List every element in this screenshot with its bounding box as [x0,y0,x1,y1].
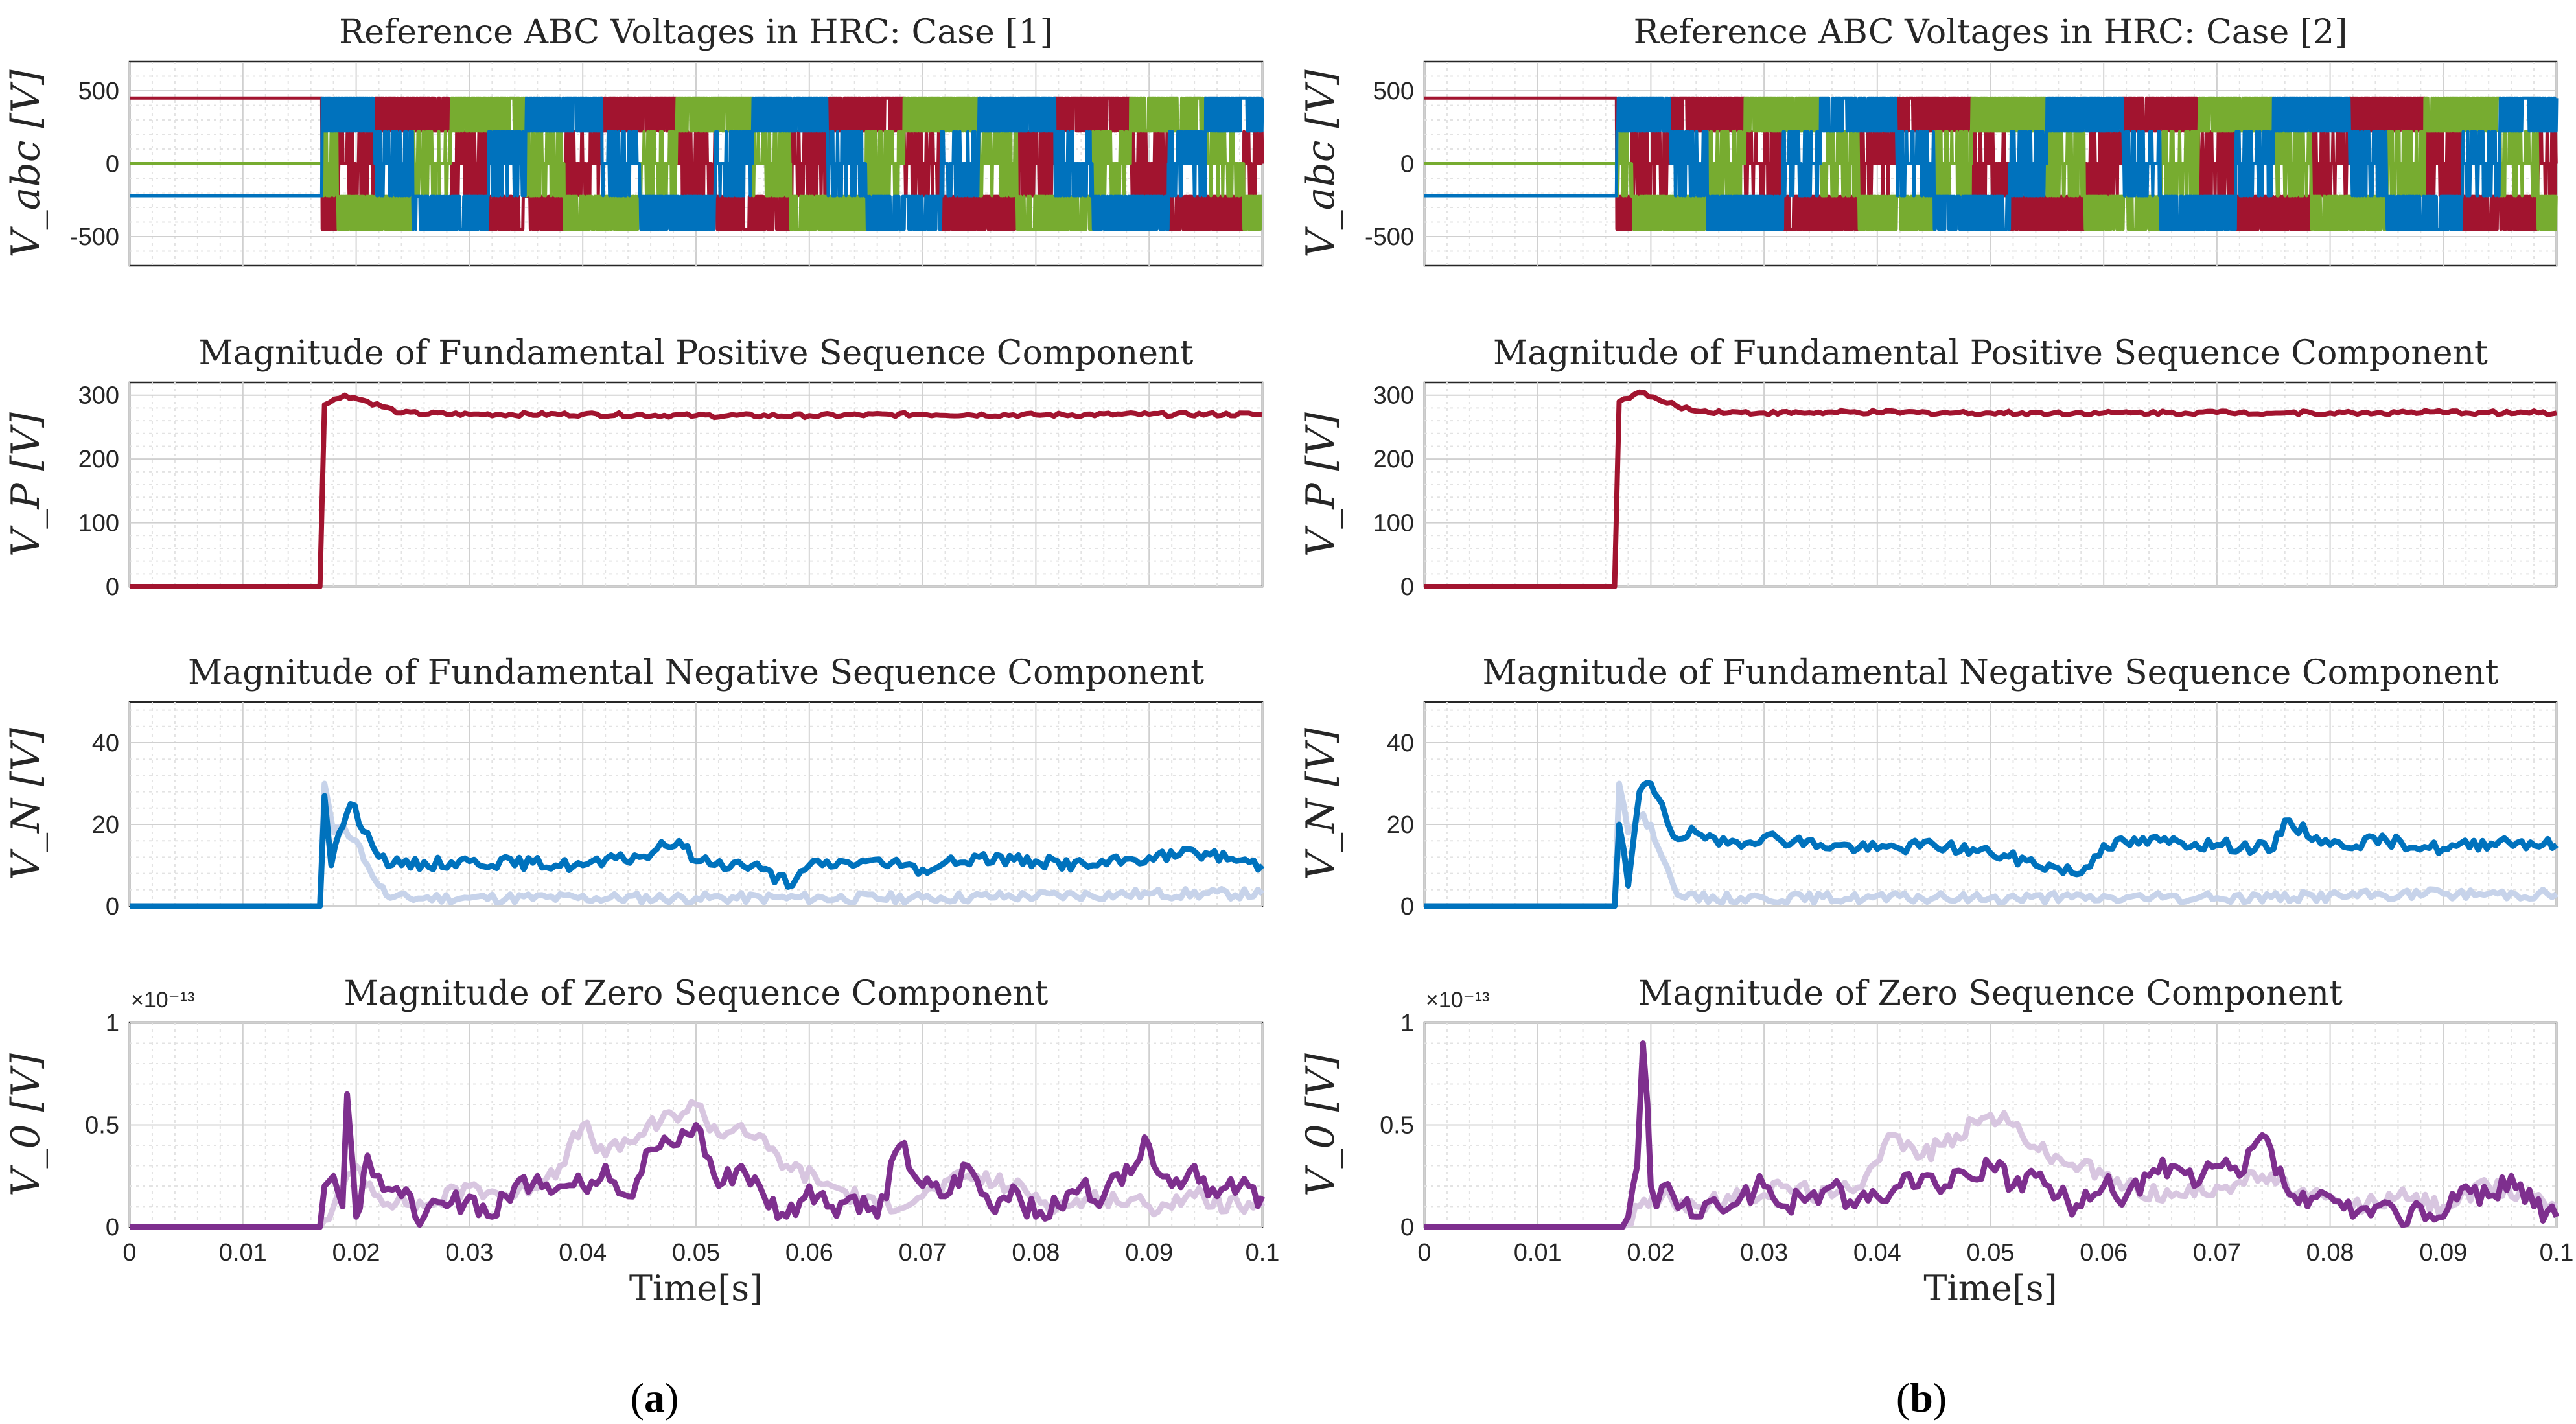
x-axis-label: Time[s] [629,1268,763,1309]
series-phase-a [1423,96,2558,231]
chart-title: Magnitude of Fundamental Negative Sequen… [1483,653,2499,692]
y-exponent-label: ×10⁻¹³ [131,988,194,1012]
series-phase-c [128,96,1264,231]
chart-title: Magnitude of Zero Sequence Component [1638,974,2343,1013]
chart-a2: 300 200 100 0 Magnitude of Fundamental Posit… [3,334,1264,601]
series-phase-c [1423,96,2559,231]
series-zero-sequence [1424,1040,2560,1230]
x-tick-label: 0.01 [1514,1239,1562,1266]
caption-b: (b) [1896,1375,1947,1421]
y-tick-label: 0 [106,151,119,178]
y-axis-label: V_abc [V] [1298,69,1343,258]
x-tick-label: 0.06 [785,1239,833,1266]
y-axis-label: V_N [V] [3,727,49,880]
y-tick-label: 1 [1400,1010,1414,1037]
caption-a: (a) [631,1375,679,1421]
x-axis-label: Time[s] [1923,1268,2057,1309]
chart-b3: 40 20 0 Magnitude of Fundamental Negative S… [1298,653,2559,920]
x-tick-label: 0.04 [559,1239,607,1266]
y-axis-label: V_P [V] [1298,412,1343,557]
y-tick-label: 20 [92,811,119,839]
x-tick-label: 0.05 [1967,1239,2015,1266]
y-axis-label: V_abc [V] [3,69,49,258]
y-tick-label: -500 [1365,224,1414,251]
series-zero-sequence [130,1091,1266,1230]
x-tick-label: 0.02 [1627,1239,1675,1266]
y-tick-label: 200 [78,446,119,473]
chart-a3: 40 20 0 Magnitude of Fundamental Negative S… [3,653,1265,920]
y-tick-label: 100 [78,510,119,537]
y-tick-label: 40 [92,730,119,757]
y-tick-label: 0 [1400,151,1414,178]
y-tick-label: 0 [106,574,119,601]
series-negative-sequence [1424,780,2559,909]
series-positive-sequence [130,392,1263,589]
x-tick-label: 0.1 [1246,1239,1280,1266]
chart-title: Magnitude of Zero Sequence Component [344,974,1049,1013]
y-tick-label: 0.5 [85,1112,119,1139]
chart-b2: 300 200 100 0 Magnitude of Fundamental Posit… [1298,334,2558,601]
y-tick-label: 300 [78,382,119,410]
x-tick-label: 0.07 [2193,1239,2241,1266]
x-tick-label: 0.1 [2540,1239,2574,1266]
y-tick-label: 500 [1373,78,1414,105]
y-tick-label: -500 [70,224,119,251]
y-tick-label: 200 [1373,446,1414,473]
chart-b4: 1 0.5 00 0.01 0.02 0.03 0.04 0.05 0.06 0.07 0.08 0.… [1298,974,2573,1309]
x-tick-label: 0.09 [2419,1239,2467,1266]
chart-b1: 500 0 -500 Reference ABC Voltages in HRC: C… [1298,13,2559,267]
y-tick-label: 300 [1373,382,1414,410]
y-axis-label: V_0 [V] [3,1053,49,1196]
y-tick-label: 0 [1400,1214,1414,1241]
x-tick-label: 0.09 [1125,1239,1173,1266]
y-tick-label: 40 [1387,730,1414,757]
x-tick-label: 0.08 [2306,1239,2354,1266]
chart-title: Reference ABC Voltages in HRC: Case [2] [1634,13,2348,52]
y-axis-label: V_0 [V] [1298,1053,1343,1196]
series-phase-a [128,96,1264,231]
y-tick-label: 1 [106,1010,119,1037]
x-tick-label: 0.02 [332,1239,380,1266]
y-tick-label: 20 [1387,811,1414,839]
chart-title: Magnitude of Fundamental Positive Sequen… [1493,334,2488,373]
y-axis-label: V_P [V] [3,412,49,557]
chart-a1: 500 0 -500 Reference ABC Voltages in HRC: C… [3,13,1264,267]
x-tick-label: 0.04 [1853,1239,1901,1266]
x-tick-label: 0.05 [672,1239,720,1266]
y-tick-label: 500 [78,78,119,105]
series-phase-b [1423,96,2558,231]
x-tick-label: 0 [122,1239,136,1266]
y-tick-label: 0.5 [1380,1112,1414,1139]
y-tick-label: 0 [1400,893,1414,920]
y-exponent-label: ×10⁻¹³ [1426,988,1489,1012]
y-tick-label: 0 [1400,574,1414,601]
y-tick-label: 0 [106,893,119,920]
chart-title: Reference ABC Voltages in HRC: Case [1] [339,13,1053,52]
series-negative-sequence [130,793,1265,909]
chart-title: Magnitude of Fundamental Negative Sequen… [188,653,1204,692]
chart-a4: 1 0.5 00 0.01 0.02 0.03 0.04 0.05 0.06 0.07 0.08 0.… [3,974,1279,1309]
chart-title: Magnitude of Fundamental Positive Sequen… [199,334,1194,373]
x-tick-label: 0.03 [445,1239,493,1266]
series-positive-sequence [1424,389,2557,589]
y-tick-label: 100 [1373,510,1414,537]
x-tick-label: 0.07 [899,1239,947,1266]
y-tick-label: 0 [106,1214,119,1241]
x-tick-label: 0.01 [219,1239,267,1266]
x-tick-label: 0 [1417,1239,1431,1266]
x-tick-label: 0.06 [2080,1239,2128,1266]
panels: 500 0 -500 Reference ABC Voltages in HRC: C… [3,13,2573,1309]
x-tick-label: 0.03 [1740,1239,1788,1266]
y-axis-label: V_N [V] [1298,727,1343,880]
x-tick-label: 0.08 [1012,1239,1060,1266]
